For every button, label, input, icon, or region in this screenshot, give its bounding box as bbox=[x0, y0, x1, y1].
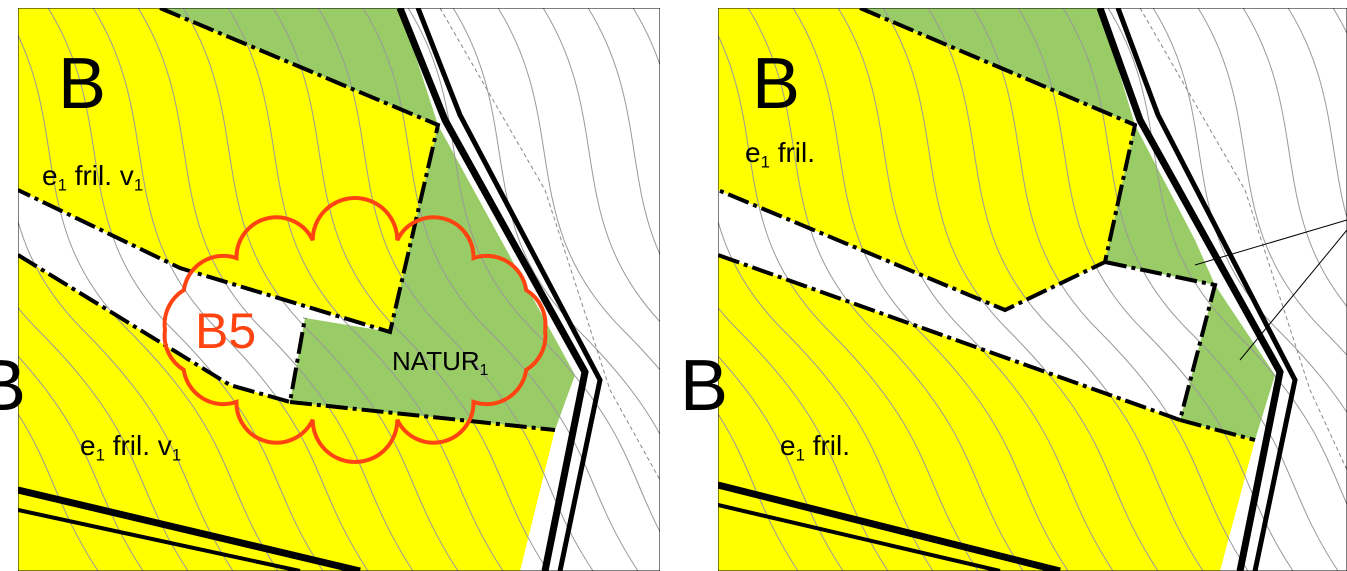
contour-line bbox=[1062, 8, 1339, 571]
subscript: 1 bbox=[761, 153, 770, 172]
label-text: NATUR bbox=[392, 346, 480, 376]
label-text: fril. v bbox=[67, 160, 134, 191]
map-label: B bbox=[752, 44, 800, 124]
contour-line bbox=[927, 8, 1204, 571]
zone-green bbox=[1105, 125, 1215, 285]
contour-line bbox=[837, 8, 1114, 571]
road bbox=[18, 508, 301, 571]
revision-cloud bbox=[162, 196, 548, 464]
map-label: B bbox=[0, 346, 26, 426]
label-text: e bbox=[745, 137, 761, 168]
contour-line bbox=[792, 8, 1069, 571]
contour-line bbox=[1152, 8, 1347, 414]
label-text: fril. v bbox=[105, 430, 172, 461]
leader-line bbox=[1239, 229, 1347, 361]
contour-line bbox=[497, 8, 660, 371]
map-label: e1 fril. bbox=[780, 430, 850, 465]
subscript: 1 bbox=[480, 362, 489, 379]
label-text: fril. bbox=[770, 137, 815, 168]
subscript: 1 bbox=[58, 176, 67, 195]
parcel-line bbox=[1139, 8, 1347, 471]
contour-line bbox=[718, 355, 844, 571]
road bbox=[1096, 8, 1284, 571]
contours bbox=[718, 8, 1347, 571]
contour-line bbox=[587, 8, 660, 256]
contour-line bbox=[18, 355, 144, 571]
road bbox=[718, 503, 1001, 571]
boundary bbox=[289, 400, 556, 432]
subscript: 1 bbox=[796, 446, 805, 465]
map-label: B bbox=[58, 44, 106, 124]
map-label: NATUR1 bbox=[392, 346, 488, 379]
road bbox=[415, 8, 603, 571]
road bbox=[18, 486, 361, 571]
contour-line bbox=[972, 8, 1249, 571]
map-label: e1 fril. v1 bbox=[42, 160, 143, 195]
contour-line bbox=[1107, 8, 1347, 506]
contour-line bbox=[1242, 8, 1347, 308]
contour-line bbox=[1332, 8, 1347, 35]
zone-yellow bbox=[18, 8, 438, 332]
contour-line bbox=[882, 8, 1159, 571]
boundary bbox=[18, 8, 441, 335]
contour-line bbox=[362, 8, 639, 571]
contour-line bbox=[718, 34, 979, 571]
subscript: 1 bbox=[96, 446, 105, 465]
contour-line bbox=[1017, 8, 1294, 571]
contour-line bbox=[718, 219, 934, 571]
zone-yellow bbox=[18, 255, 555, 571]
boundary bbox=[1179, 418, 1256, 442]
label-text: B bbox=[752, 44, 800, 124]
boundary bbox=[718, 253, 1218, 423]
contour-line bbox=[18, 306, 189, 571]
road bbox=[396, 8, 589, 571]
leader-line bbox=[1194, 219, 1347, 266]
contour-line bbox=[542, 8, 660, 323]
contour-line bbox=[317, 8, 594, 571]
map-label: e1 fril. v1 bbox=[80, 430, 181, 465]
contours bbox=[18, 8, 660, 571]
label-text: e bbox=[42, 160, 58, 191]
contour-line bbox=[1287, 8, 1347, 220]
contour-line bbox=[18, 413, 99, 571]
label-text: e bbox=[780, 430, 796, 461]
right-panel bbox=[718, 8, 1347, 571]
parcel-line bbox=[439, 8, 660, 481]
zone-green bbox=[1180, 285, 1275, 440]
label-text: B bbox=[58, 44, 106, 124]
contour-line bbox=[718, 306, 889, 571]
subscript: 1 bbox=[172, 446, 181, 465]
zone-green bbox=[290, 125, 575, 430]
map-label: B bbox=[680, 346, 728, 426]
label-text: B bbox=[680, 346, 728, 426]
contour-line bbox=[718, 413, 799, 571]
road bbox=[718, 481, 1061, 571]
zone-yellow bbox=[718, 255, 1255, 571]
subscript: 1 bbox=[134, 176, 143, 195]
contour-line bbox=[92, 8, 369, 571]
label-text: B bbox=[0, 346, 26, 426]
map-label: B5 bbox=[195, 303, 256, 359]
contour-line bbox=[227, 8, 504, 571]
contour-line bbox=[137, 8, 414, 571]
contour-line bbox=[747, 8, 1024, 571]
road bbox=[1115, 8, 1298, 571]
label-text: e bbox=[80, 430, 96, 461]
contour-line bbox=[182, 8, 459, 571]
contour-line bbox=[18, 34, 279, 571]
label-text: fril. bbox=[805, 430, 850, 461]
label-text: B5 bbox=[195, 303, 256, 359]
map-label: e1 fril. bbox=[745, 137, 815, 172]
contour-line bbox=[407, 8, 660, 533]
zone-yellow bbox=[718, 8, 1135, 310]
contour-line bbox=[18, 219, 234, 571]
boundary bbox=[18, 253, 307, 405]
left-panel bbox=[18, 8, 660, 571]
contour-line bbox=[1197, 8, 1347, 356]
